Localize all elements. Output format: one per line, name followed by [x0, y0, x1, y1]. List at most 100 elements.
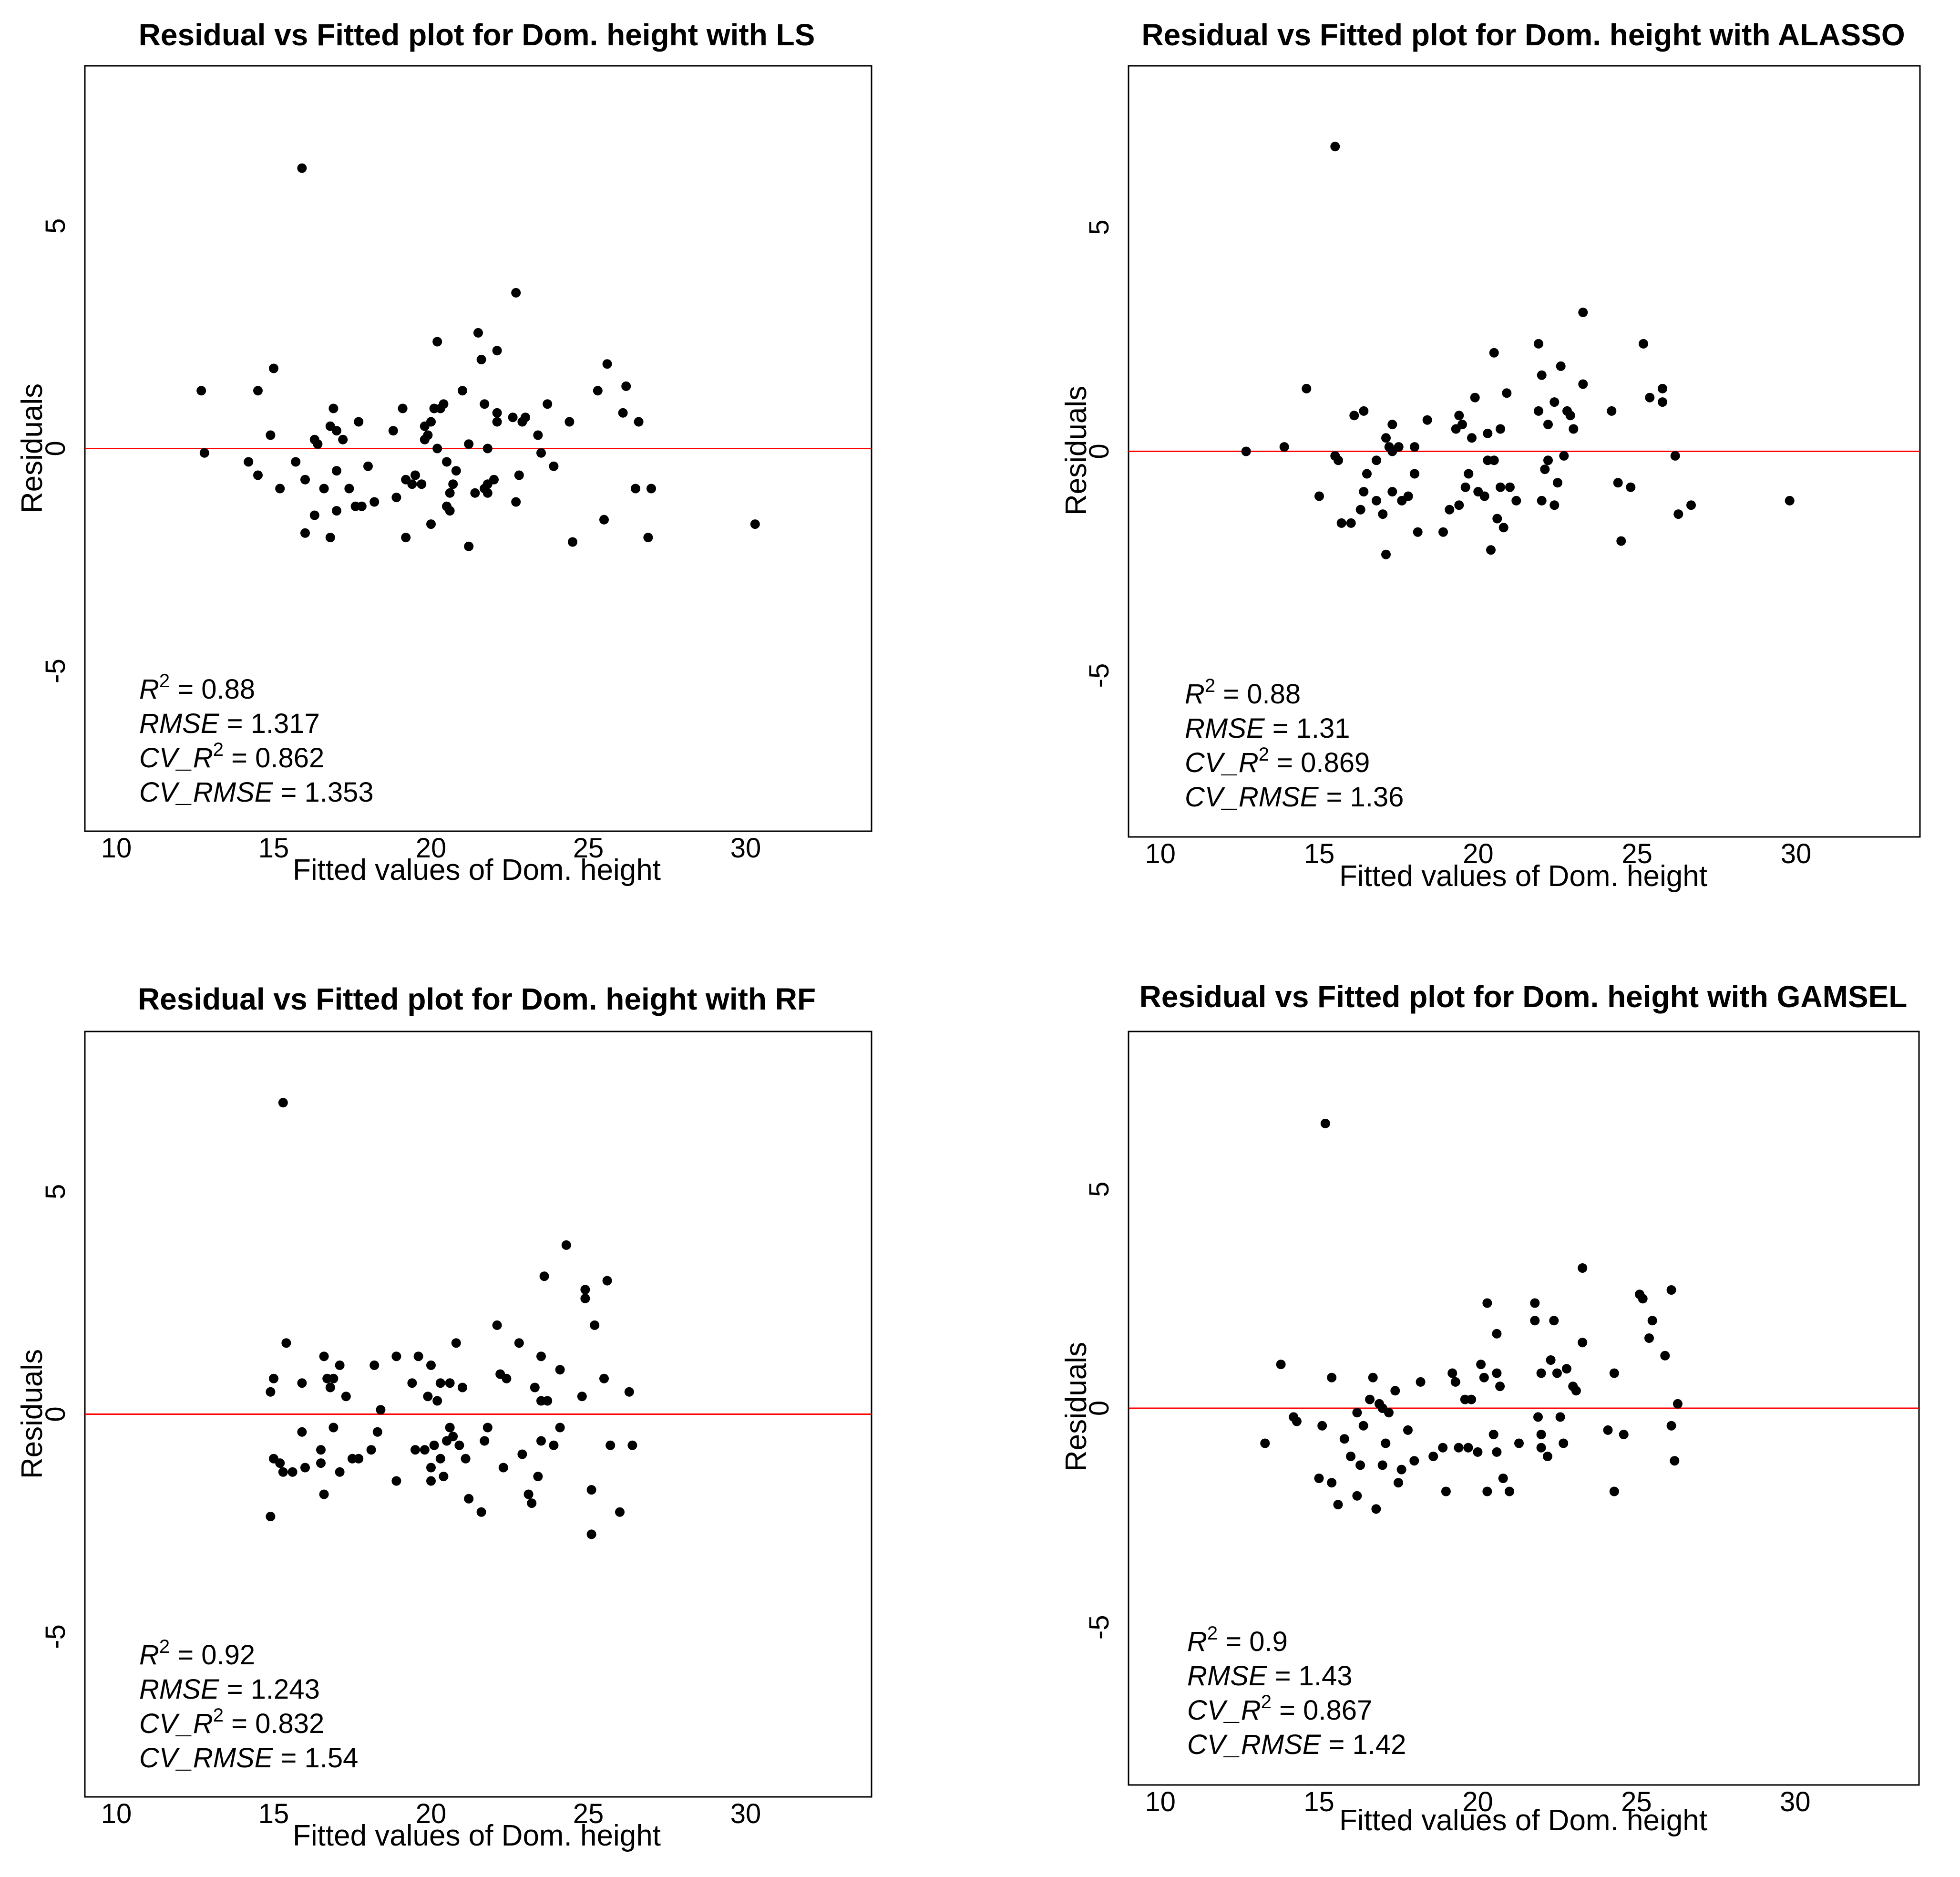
scatter-point [376, 1405, 386, 1415]
stat-value: = 1.36 [1318, 782, 1404, 813]
scatter-point [1330, 142, 1340, 152]
stat-line: CV_RMSE = 1.54 [139, 1743, 358, 1774]
scatter-point [1410, 469, 1419, 479]
scatter-point [502, 1373, 512, 1383]
scatter-point [1422, 415, 1432, 425]
scatter-point [407, 1378, 417, 1388]
x-tick-label: 30 [1780, 1786, 1811, 1817]
x-tick-labels: 10 15 20 25 30 [1145, 838, 1811, 869]
x-tick-label: 15 [1304, 838, 1335, 869]
scatter-point [1387, 420, 1397, 430]
stat-line: CV_RMSE = 1.42 [1187, 1729, 1406, 1760]
x-tick-label: 30 [730, 1798, 761, 1829]
scatter-point [1498, 1474, 1508, 1483]
scatter-point [363, 461, 373, 471]
scatter-point [328, 1373, 339, 1383]
stat-superscript: 2 [1207, 1623, 1218, 1644]
scatter-point [480, 399, 490, 409]
scatter-point [511, 288, 521, 298]
y-tick-label: 5 [40, 1184, 71, 1199]
scatter-point [1495, 1382, 1505, 1392]
y-tick-label: 5 [1084, 219, 1115, 235]
scatter-point [1537, 370, 1547, 380]
scatter-point [489, 474, 499, 485]
scatter-point [420, 1445, 430, 1455]
scatter-point [1372, 495, 1381, 505]
scatter-point [1550, 500, 1560, 510]
scatter-point [1390, 1386, 1400, 1396]
scatter-point [1543, 455, 1553, 465]
scatter-point [1314, 491, 1324, 501]
scatter-point [297, 1427, 307, 1437]
scatter-point [1320, 1118, 1330, 1128]
scatter-point [618, 408, 628, 418]
scatter-point [1666, 1285, 1676, 1295]
scatter-point [319, 1351, 329, 1361]
scatter-point [281, 1338, 291, 1348]
scatter-point [316, 1458, 326, 1468]
scatter-point [1241, 446, 1251, 456]
scatter-point [590, 1320, 600, 1330]
scatter-point [1476, 1360, 1486, 1370]
scatter-point [354, 417, 364, 427]
scatter-point [266, 1387, 276, 1397]
scatter-point [1609, 1368, 1619, 1378]
chart-panel-ls: Residual vs Fitted plot for Dom. height … [16, 18, 872, 887]
scatter-point [451, 466, 461, 476]
scatter-point [533, 430, 543, 440]
scatter-point [401, 533, 411, 543]
scatter-point [1553, 478, 1562, 488]
scatter-point [1460, 482, 1470, 492]
x-axis-label: Fitted values of Dom. height [1339, 1804, 1707, 1837]
scatter-point [1479, 1372, 1489, 1382]
scatter-point [426, 417, 436, 427]
scatter-point [1260, 1438, 1270, 1448]
scatter-point [439, 399, 449, 409]
scatter-point [1502, 388, 1512, 398]
scatter-point [316, 1445, 326, 1455]
scatter-point [1409, 1456, 1419, 1466]
scatter-point [1486, 545, 1496, 555]
scatter-point [244, 457, 254, 467]
scatter-point [1457, 420, 1467, 430]
stat-label: RMSE [139, 1674, 220, 1705]
scatter-point [1511, 495, 1521, 505]
stat-label: CV_RMSE [139, 777, 274, 808]
scatter-point [445, 488, 455, 498]
scatter-point [291, 457, 301, 467]
scatter-point [1483, 428, 1493, 438]
scatter-point [1454, 1443, 1464, 1453]
scatter-point [1381, 433, 1391, 443]
scatter-point [1549, 1316, 1559, 1326]
scatter-point [1394, 442, 1404, 452]
scatter-point [391, 1476, 401, 1486]
scatter-point [1394, 1478, 1403, 1488]
scatter-point [1447, 1368, 1457, 1378]
scatter-point [1561, 1364, 1571, 1374]
scatter-point [442, 457, 452, 467]
scatter-point [275, 484, 285, 494]
scatter-point [1670, 451, 1680, 461]
scatter-point [527, 1498, 537, 1508]
scatter-point [750, 519, 760, 529]
x-tick-label: 20 [416, 1798, 447, 1829]
scatter-point [1276, 1360, 1286, 1370]
scatter-point [1644, 1333, 1654, 1343]
scatter-point [1550, 397, 1560, 407]
scatter-points [196, 163, 760, 551]
scatter-point [426, 519, 436, 529]
scatter-point [482, 1423, 493, 1433]
scatter-point [511, 497, 521, 507]
scatter-point [1607, 406, 1617, 416]
scatter-point [476, 1507, 486, 1517]
scatter-point [253, 470, 263, 480]
scatter-point [1368, 1372, 1378, 1382]
y-tick-label: 5 [1084, 1182, 1115, 1197]
scatter-point [325, 1382, 335, 1392]
scatter-point [335, 1467, 345, 1477]
scatter-point [555, 1365, 565, 1375]
scatter-point [1537, 495, 1547, 505]
x-tick-label: 25 [573, 1798, 604, 1829]
scatter-point [1616, 536, 1626, 546]
